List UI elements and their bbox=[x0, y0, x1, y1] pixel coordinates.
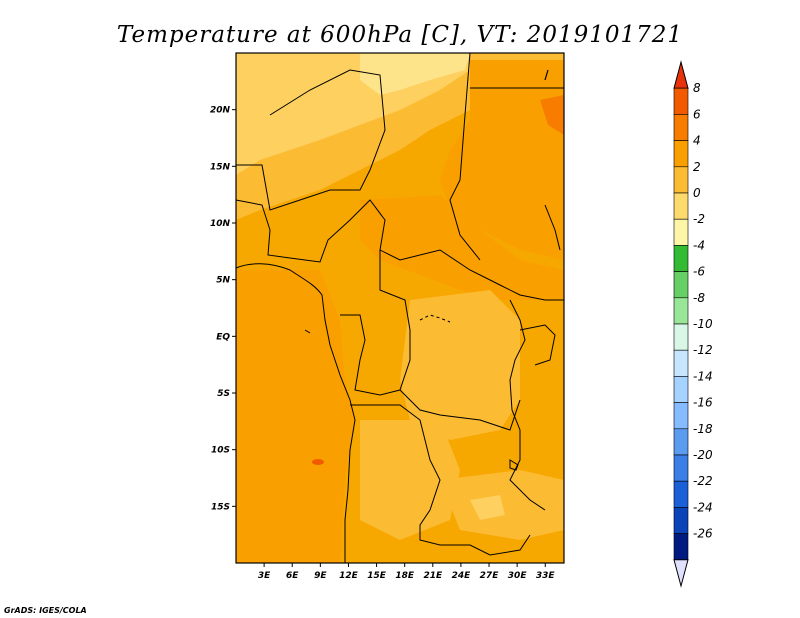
colorbar-label: -14 bbox=[693, 369, 713, 383]
lat-tick-label: 10S bbox=[211, 446, 230, 456]
lon-tick-label: 21E bbox=[423, 571, 443, 581]
lat-tick-label: 20N bbox=[210, 106, 231, 116]
colorbar-swatch bbox=[673, 349, 689, 377]
lat-tick-label: 5N bbox=[216, 276, 230, 286]
colorbar-label: 2 bbox=[693, 160, 701, 174]
colorbar-swatch bbox=[673, 245, 689, 272]
map-frame bbox=[235, 52, 565, 564]
grads-credit: GrADS: IGES/COLA bbox=[4, 606, 87, 615]
colorbar-swatch bbox=[673, 507, 689, 534]
sahel-borders bbox=[235, 199, 564, 301]
red-sea-coast bbox=[544, 69, 549, 81]
lon-tick-label: 6E bbox=[286, 571, 299, 581]
colorbar-label: -4 bbox=[693, 238, 705, 252]
map-title: Temperature at 600hPa [C], VT: 201910172… bbox=[117, 22, 683, 48]
colorbar-label: 4 bbox=[693, 134, 701, 148]
zone-2-to-4-central bbox=[360, 195, 564, 300]
gabon-congo-border bbox=[340, 314, 401, 396]
colorbar-label: -16 bbox=[693, 396, 713, 410]
colorbar-label: -26 bbox=[693, 527, 713, 541]
colorbar-swatch bbox=[673, 402, 689, 430]
colorbar-swatch bbox=[673, 218, 689, 246]
colorbar-swatch bbox=[673, 192, 689, 220]
west-coastline bbox=[235, 263, 356, 563]
zone-2-to-4-atlantic bbox=[236, 270, 355, 563]
colorbar-label: -22 bbox=[693, 474, 713, 488]
colorbar-label: -18 bbox=[693, 422, 713, 436]
colorbar-swatch bbox=[673, 428, 689, 456]
colorbar-label: -20 bbox=[693, 448, 713, 462]
colorbar-label: -2 bbox=[693, 212, 705, 226]
colorbar-label: -12 bbox=[693, 343, 713, 357]
zone-2-to-4-ne bbox=[440, 60, 564, 260]
colorbar-swatch bbox=[673, 323, 689, 351]
lat-tick-label: 15N bbox=[210, 162, 231, 172]
lake-victoria bbox=[519, 324, 556, 366]
lon-tick-label: 24E bbox=[452, 571, 472, 581]
map-panel: 3E 6E 9E 12E 15E 18E 21E 24E 27E 30E 33E 20N 15N 10N… bbox=[210, 52, 565, 581]
colorbar-top-arrow bbox=[673, 60, 689, 89]
lon-tick-label: 15E bbox=[367, 571, 387, 581]
saharan-borders bbox=[236, 69, 386, 211]
libya-sudan-border bbox=[449, 52, 481, 261]
lon-tick-label: 30E bbox=[508, 571, 528, 581]
lon-tick-label: 27E bbox=[480, 571, 500, 581]
colorbar-swatch bbox=[673, 533, 689, 561]
colorbar-swatch bbox=[673, 87, 689, 115]
lat-tick-label: EQ bbox=[216, 332, 230, 342]
colorbar-swatch bbox=[673, 140, 689, 168]
colorbar-label: -6 bbox=[693, 265, 705, 279]
latitude-axis: 20N 15N 10N 5N EQ 5S 10S 15S bbox=[210, 106, 236, 512]
lon-tick-label: 3E bbox=[258, 571, 271, 581]
colorbar-swatch bbox=[673, 166, 689, 194]
temperature-shading bbox=[236, 53, 564, 563]
colorbar-swatch bbox=[673, 454, 689, 482]
lat-tick-label: 15S bbox=[211, 502, 230, 512]
colorbar: 8 6 4 2 0 -2 -4 -6 -8 -10 -12 -14 -16 -18 -20 -22 -24 -26 bbox=[673, 60, 713, 588]
zone-4-to-6-ne bbox=[540, 95, 564, 135]
zone-cool-patch bbox=[470, 495, 505, 520]
colorbar-label: -10 bbox=[693, 317, 713, 331]
colorbar-label: -24 bbox=[693, 500, 713, 514]
colorbar-bottom-arrow bbox=[673, 559, 689, 588]
longitude-axis: 3E 6E 9E 12E 15E 18E 21E 24E 27E 30E 33E bbox=[258, 563, 556, 581]
colorbar-label: 0 bbox=[693, 186, 701, 200]
colorbar-swatch bbox=[673, 114, 689, 141]
bioko-island bbox=[304, 329, 311, 334]
colorbar-label: 6 bbox=[693, 107, 701, 121]
zone-0-to-2-congo bbox=[400, 290, 520, 440]
colorbar-swatch bbox=[673, 376, 689, 403]
borders bbox=[235, 52, 564, 563]
hot-spot bbox=[312, 459, 324, 465]
lon-tick-label: 33E bbox=[536, 571, 556, 581]
lat-tick-label: 5S bbox=[217, 389, 230, 399]
lon-tick-label: 18E bbox=[395, 571, 415, 581]
colorbar-swatch bbox=[673, 271, 689, 299]
angola-zambia-border bbox=[350, 404, 531, 556]
colorbar-label: 8 bbox=[693, 81, 701, 95]
lat-tick-label: 10N bbox=[210, 219, 231, 229]
lake-malawi bbox=[509, 459, 519, 471]
colorbar-label: -8 bbox=[693, 291, 705, 305]
lon-tick-label: 12E bbox=[339, 571, 359, 581]
zone-0-to-2-angola bbox=[360, 420, 460, 540]
lon-tick-label: 9E bbox=[314, 571, 327, 581]
zone-cool-north bbox=[360, 53, 470, 95]
east-africa-borders bbox=[509, 299, 546, 511]
colorbar-swatch bbox=[673, 297, 689, 325]
colorbar-swatch bbox=[673, 480, 689, 508]
ethiopia-border bbox=[544, 204, 561, 251]
